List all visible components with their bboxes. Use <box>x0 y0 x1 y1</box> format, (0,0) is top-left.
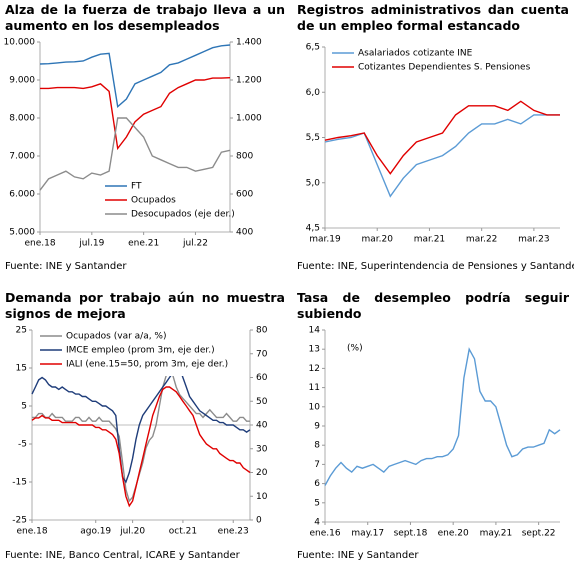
legend-label: FT <box>131 182 142 192</box>
series-line <box>40 77 231 151</box>
y-tick-label: 6,5 <box>306 43 320 53</box>
y-tick-label: -25 <box>12 516 27 526</box>
y-tick-label: 5 <box>314 498 320 508</box>
x-tick-label: mar.21 <box>414 235 445 245</box>
y-tick-label: 5,5 <box>306 133 320 143</box>
y-tick-label: 4 <box>314 518 320 528</box>
x-tick-label: ene.16 <box>309 529 340 539</box>
legend-label: Cotizantes Dependientes S. Pensiones <box>358 63 531 73</box>
y-tick-label: 7 <box>314 460 320 470</box>
y-tick-label: 9 <box>314 422 320 432</box>
source: Fuente: INE y Santander <box>297 550 419 561</box>
y-tick-label: 11 <box>309 383 320 393</box>
x-tick-label: mar.19 <box>309 235 341 245</box>
y-tick-label: 14 <box>309 326 321 336</box>
y-tick-label: 12 <box>309 364 320 374</box>
series-line <box>39 117 231 191</box>
series-line <box>39 44 231 108</box>
y-tick-label: 8.000 <box>9 114 35 124</box>
x-tick-label: jul.19 <box>78 239 104 249</box>
x-tick-label: ene.20 <box>438 529 469 539</box>
x-tick-label: ene.21 <box>128 239 159 249</box>
x-tick-label: oct.21 <box>169 527 197 537</box>
y2-tick-label: 1.200 <box>236 76 262 86</box>
y2-tick-label: 600 <box>236 190 253 200</box>
y2-tick-label: 1.000 <box>236 114 262 124</box>
legend-label: Ocupados (var a/a, %) <box>66 332 167 342</box>
x-tick-label: jul.20 <box>119 527 145 537</box>
x-tick-label: mar.23 <box>518 235 549 245</box>
x-tick-label: may.17 <box>351 529 384 539</box>
x-tick-label: sept.18 <box>394 529 428 539</box>
legend-label: IMCE empleo (prom 3m, eje der.) <box>66 346 215 356</box>
x-tick-label: mar.22 <box>466 235 497 245</box>
y2-tick-label: 30 <box>256 444 268 454</box>
x-tick-label: mar.20 <box>361 235 393 245</box>
series-line <box>32 366 250 503</box>
chart-title: Registros administrativos dan cuenta de … <box>297 2 569 33</box>
y-tick-label: 5,0 <box>306 178 321 188</box>
y-tick-label: -15 <box>12 478 27 488</box>
x-tick-label: ago.19 <box>80 527 111 537</box>
y-tick-label: 7.000 <box>9 152 35 162</box>
y2-tick-label: 50 <box>256 397 268 407</box>
chart-title: Demanda por trabajo aún no muestra signo… <box>5 290 285 321</box>
chart-title: Tasa de desempleo podría seguir subiendo <box>297 290 569 321</box>
y2-tick-label: 400 <box>236 228 253 238</box>
y-tick-label: 5.000 <box>9 228 35 238</box>
x-tick-label: ene.18 <box>24 239 55 249</box>
legend-label: IALI (ene.15=50, prom 3m, eje der.) <box>66 360 228 370</box>
y-tick-label: 13 <box>309 345 320 355</box>
y-tick-label: -5 <box>18 440 27 450</box>
series-line <box>31 366 251 484</box>
y-tick-label: 5 <box>21 402 27 412</box>
y-tick-label: 15 <box>16 364 27 374</box>
y2-tick-label: 60 <box>256 373 268 383</box>
y-tick-label: 10.000 <box>4 38 36 48</box>
legend-label: Desocupados (eje der.) <box>131 210 235 220</box>
y2-tick-label: 40 <box>256 421 268 431</box>
y-tick-label: 9.000 <box>9 76 35 86</box>
x-tick-label: sept.22 <box>522 529 556 539</box>
annotation: (%) <box>347 344 363 354</box>
chart-title: Alza de la fuerza de trabajo lleva a un … <box>5 2 285 33</box>
y-tick-label: 25 <box>16 326 27 336</box>
y2-tick-label: 70 <box>256 349 268 359</box>
series-line <box>31 386 251 508</box>
y2-tick-label: 0 <box>256 516 262 526</box>
y2-tick-label: 1.400 <box>236 38 262 48</box>
x-tick-label: may.21 <box>480 529 513 539</box>
x-tick-label: jul.22 <box>182 239 208 249</box>
source: Fuente: INE y Santander <box>5 261 127 272</box>
y2-tick-label: 800 <box>236 152 253 162</box>
x-tick-label: ene.23 <box>218 527 249 537</box>
y-tick-label: 4,5 <box>306 224 320 234</box>
source: Fuente: INE, Superintendencia de Pension… <box>297 261 574 272</box>
series-line <box>324 114 560 198</box>
source: Fuente: INE, Banco Central, ICARE y Sant… <box>5 550 241 561</box>
y-tick-label: 8 <box>314 441 320 451</box>
legend-bg <box>38 330 208 376</box>
series-line <box>324 347 561 486</box>
legend-label: Ocupados <box>131 196 176 206</box>
y-tick-label: 6.000 <box>9 190 35 200</box>
y2-tick-label: 80 <box>256 326 268 336</box>
y-tick-label: 6,0 <box>306 88 321 98</box>
y-tick-label: 6 <box>314 479 320 489</box>
y2-tick-label: 10 <box>256 492 268 502</box>
legend-label: Asalariados cotizante INE <box>358 49 473 59</box>
y2-tick-label: 20 <box>256 468 268 478</box>
x-tick-label: ene.18 <box>16 527 47 537</box>
series-line <box>324 100 560 175</box>
y-tick-label: 10 <box>309 402 321 412</box>
